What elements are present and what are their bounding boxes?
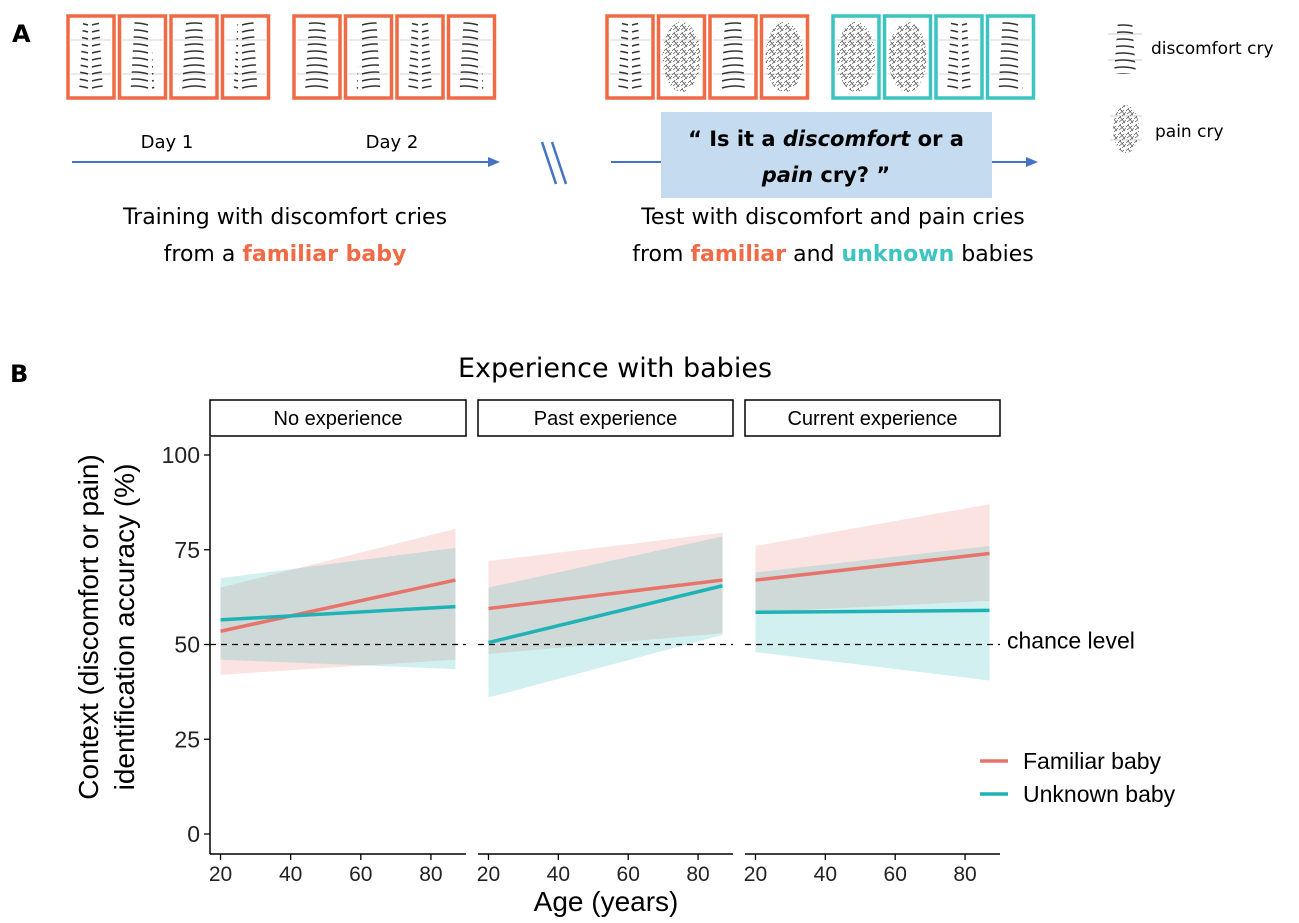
discomfort-cry-spectrogram bbox=[408, 22, 432, 92]
discomfort-cry-spectrogram bbox=[182, 22, 206, 92]
x-tick-label: 40 bbox=[814, 863, 837, 886]
confidence-band bbox=[755, 545, 990, 681]
x-tick-label: 80 bbox=[953, 863, 976, 886]
x-tick-label: 80 bbox=[686, 863, 709, 886]
discomfort-cry-spectrogram bbox=[998, 22, 1023, 92]
panel-a-label: A bbox=[12, 20, 31, 48]
series-line bbox=[220, 578, 456, 633]
pain-cry-spectrogram bbox=[765, 22, 804, 92]
question-line-2: pain cry? ” bbox=[761, 163, 890, 187]
test-caption-line-2: from familiar and unknown babies bbox=[632, 242, 1034, 267]
legend-label: Unknown baby bbox=[1023, 781, 1176, 807]
pain-cry-spectrogram bbox=[888, 22, 927, 92]
x-tick-label: 60 bbox=[884, 863, 907, 886]
series-line bbox=[488, 578, 723, 611]
confidence-band bbox=[220, 547, 456, 670]
discomfort-cry-spectrogram bbox=[618, 22, 642, 92]
x-tick-label: 60 bbox=[617, 863, 640, 886]
series-line bbox=[755, 551, 990, 582]
pain-cry-label: pain cry bbox=[1155, 122, 1224, 142]
test-arrowhead bbox=[1026, 157, 1038, 167]
confidence-band bbox=[488, 536, 723, 698]
x-tick-label: 40 bbox=[547, 863, 570, 886]
x-tick-label: 20 bbox=[209, 863, 232, 886]
y-tick-label: 100 bbox=[162, 442, 200, 468]
y-tick-label: 0 bbox=[187, 821, 200, 847]
y-axis-label-line-2: identification accuracy (%) bbox=[109, 464, 140, 791]
chance-level-label: chance level bbox=[1007, 628, 1135, 654]
pain-cry-spectrogram bbox=[837, 22, 875, 92]
question-line-1: “ Is it a discomfort or a bbox=[688, 127, 964, 151]
day1-label: Day 1 bbox=[141, 132, 194, 153]
x-tick-label: 20 bbox=[744, 863, 767, 886]
day2-label: Day 2 bbox=[366, 132, 419, 153]
x-tick-label: 40 bbox=[279, 863, 302, 886]
discomfort-cry-spectrogram bbox=[305, 22, 329, 92]
timeline-break-mark-1 bbox=[540, 141, 558, 185]
discomfort-cry-spectrogram bbox=[233, 22, 258, 92]
discomfort-cry-spectrogram bbox=[79, 22, 103, 92]
chart-title: Experience with babies bbox=[458, 353, 772, 384]
discomfort-cry-spectrogram bbox=[947, 22, 971, 92]
x-axis-label: Age (years) bbox=[534, 886, 679, 917]
pain-cry-legend-icon bbox=[1110, 100, 1142, 158]
y-tick-label: 50 bbox=[174, 632, 200, 658]
confidence-band bbox=[220, 528, 456, 675]
chart-plot-area: No experience 20 40 60 80 Past experience 20 40… bbox=[162, 399, 1176, 886]
x-tick-label: 60 bbox=[349, 863, 372, 886]
question-box bbox=[661, 112, 992, 198]
x-tick-label: 80 bbox=[419, 863, 442, 886]
discomfort-cry-legend-icon bbox=[1108, 16, 1142, 78]
series-line bbox=[488, 584, 723, 645]
discomfort-cry-spectrogram bbox=[356, 22, 381, 92]
facet-strip bbox=[209, 399, 467, 437]
series-line bbox=[220, 604, 456, 622]
test-caption-line-1: Test with discomfort and pain cries bbox=[640, 205, 1025, 230]
discomfort-cry-label: discomfort cry bbox=[1151, 39, 1274, 59]
facet-strip bbox=[744, 399, 1001, 437]
x-tick-label: 20 bbox=[477, 863, 500, 886]
discomfort-cry-spectrogram bbox=[459, 22, 484, 92]
training-arrowhead bbox=[488, 157, 500, 167]
facet-strip bbox=[477, 399, 734, 437]
facet-strip-label: Past experience bbox=[534, 408, 677, 430]
series-line bbox=[755, 608, 990, 615]
training-caption-line-2: from a familiar baby bbox=[164, 242, 407, 267]
discomfort-cry-spectrogram bbox=[721, 22, 745, 92]
timeline-break-mark-2 bbox=[550, 141, 568, 185]
facet-strip-label: No experience bbox=[274, 408, 403, 430]
pain-cry-spectrogram bbox=[662, 22, 701, 92]
spectrogram-strip bbox=[66, 14, 1036, 100]
discomfort-cry-spectrogram bbox=[130, 22, 155, 92]
y-tick-label: 75 bbox=[174, 537, 200, 563]
y-axis-label-line-1: Context (discomfort or pain) bbox=[73, 454, 104, 799]
legend-label: Familiar baby bbox=[1023, 748, 1162, 774]
training-caption-line-1: Training with discomfort cries bbox=[122, 205, 447, 230]
facet-strip-label: Current experience bbox=[787, 408, 957, 430]
y-tick-label: 25 bbox=[174, 726, 200, 752]
confidence-band bbox=[755, 504, 990, 613]
panel-b-label: B bbox=[10, 360, 28, 388]
